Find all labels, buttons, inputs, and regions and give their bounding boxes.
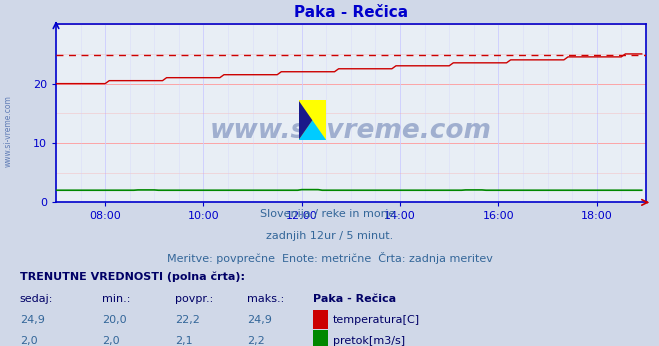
Text: Meritve: povprečne  Enote: metrične  Črta: zadnja meritev: Meritve: povprečne Enote: metrične Črta:… (167, 252, 492, 264)
Text: 24,9: 24,9 (247, 315, 272, 325)
Polygon shape (299, 100, 312, 140)
Text: TRENUTNE VREDNOSTI (polna črta):: TRENUTNE VREDNOSTI (polna črta): (20, 272, 244, 282)
Text: Slovenija / reke in morje.: Slovenija / reke in morje. (260, 209, 399, 219)
Text: 20,0: 20,0 (102, 315, 127, 325)
Text: povpr.:: povpr.: (175, 294, 213, 304)
Text: Paka - Rečica: Paka - Rečica (313, 294, 396, 304)
Text: temperatura[C]: temperatura[C] (333, 315, 420, 325)
Text: min.:: min.: (102, 294, 130, 304)
Text: 2,2: 2,2 (247, 336, 265, 346)
Text: sedaj:: sedaj: (20, 294, 53, 304)
Text: 2,0: 2,0 (20, 336, 38, 346)
Polygon shape (299, 120, 326, 140)
Text: 22,2: 22,2 (175, 315, 200, 325)
Text: pretok[m3/s]: pretok[m3/s] (333, 336, 405, 346)
Text: 2,1: 2,1 (175, 336, 192, 346)
Text: www.si-vreme.com: www.si-vreme.com (3, 95, 13, 167)
Text: 24,9: 24,9 (20, 315, 45, 325)
Text: maks.:: maks.: (247, 294, 285, 304)
Polygon shape (299, 100, 326, 140)
Text: www.si-vreme.com: www.si-vreme.com (210, 118, 492, 144)
Text: 2,0: 2,0 (102, 336, 120, 346)
Text: zadnjih 12ur / 5 minut.: zadnjih 12ur / 5 minut. (266, 231, 393, 241)
Title: Paka - Rečica: Paka - Rečica (294, 5, 408, 20)
